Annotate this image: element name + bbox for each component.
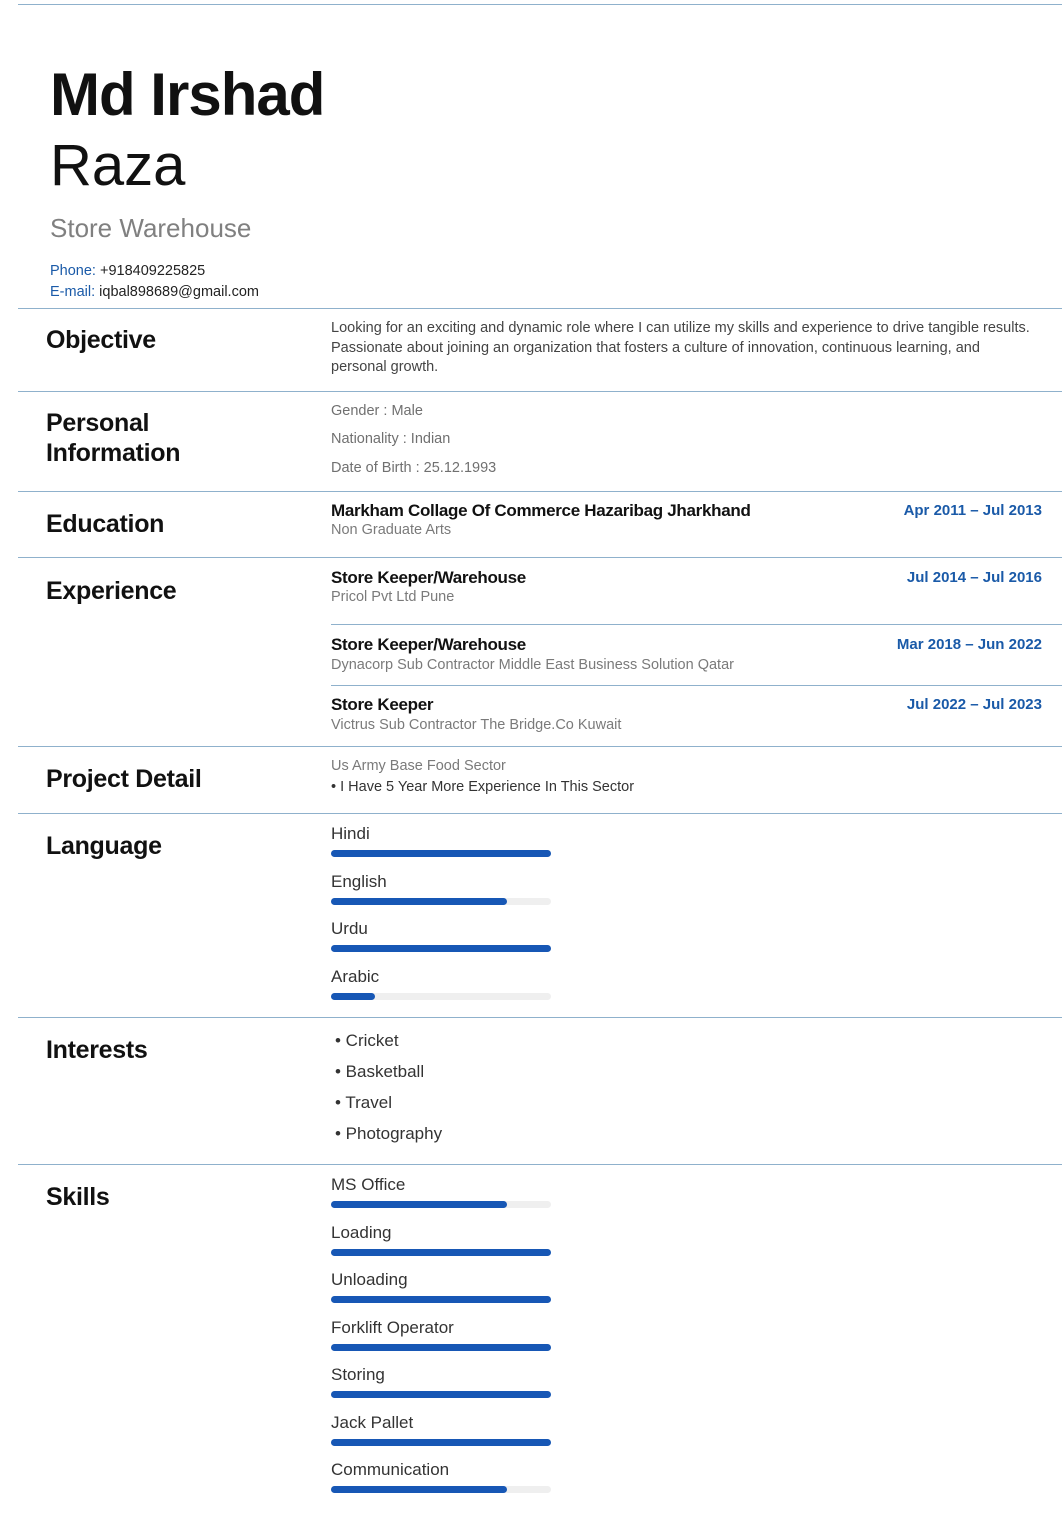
skill-name: Jack Pallet [331,1412,414,1432]
skill-name: MS Office [331,1175,406,1194]
skills-title: Skills [46,1183,110,1211]
interest-item: • Photography [335,1124,443,1143]
experience-company: Victrus Sub Contractor The Bridge.Co Kuw… [331,717,622,733]
gender: Gender : Male [331,403,423,419]
skill-level-fill [331,1486,507,1493]
language-level-fill [331,992,375,1000]
education-dates: Apr 2011 – Jul 2013 [903,502,1042,519]
language-level-bar [331,945,551,952]
name-last: Raza [50,133,186,198]
project-bullet: • I Have 5 Year More Experience In This … [331,779,635,795]
experience-company: Dynacorp Sub Contractor Middle East Busi… [331,657,734,673]
personal-title: Personal Information [46,408,181,468]
language-name: Arabic [331,966,380,986]
skill-name: Forklift Operator [331,1317,454,1337]
nationality: Nationality : Indian [331,431,451,447]
experience-divider [331,685,1062,686]
objective-text: Looking for an exciting and dynamic role… [331,319,1030,378]
section-divider [18,1017,1062,1018]
education-degree: Non Graduate Arts [331,522,452,538]
language-name: English [331,871,387,891]
section-divider [18,1164,1062,1165]
skill-name: Storing [331,1365,385,1384]
experience-divider [331,624,1062,625]
objective-title: Objective [46,326,156,354]
objective-line: personal growth. [331,359,439,375]
email-label: E-mail: [50,284,96,300]
phone-label: Phone: [50,263,96,279]
skill-name: Loading [331,1222,392,1242]
experience-dates: Jul 2022 – Jul 2023 [906,696,1042,713]
interest-item: • Travel [335,1093,392,1112]
experience-dates: Mar 2018 – Jun 2022 [896,636,1042,653]
date-of-birth: Date of Birth : 25.12.1993 [331,460,497,476]
experience-role: Store Keeper/Warehouse [331,635,526,654]
section-divider [18,813,1062,814]
language-level-bar [331,992,551,1000]
experience-title: Experience [46,577,177,605]
personal-title-line: Information [46,439,181,467]
section-divider [18,308,1062,309]
skill-name: Communication [331,1460,450,1479]
objective-line: Looking for an exciting and dynamic role… [331,320,1030,336]
skill-level-fill [331,1296,551,1303]
skill-level-fill [331,1438,551,1446]
skill-name: Unloading [331,1270,408,1289]
name-first: Md Irshad [50,61,325,128]
language-title: Language [46,832,162,860]
experience-role: Store Keeper/Warehouse [331,568,526,587]
skill-level-fill [331,1391,551,1398]
language-level-bar [331,850,551,857]
section-divider [18,391,1062,392]
objective-line: Passionate about joining an organization… [331,339,980,356]
phone-value[interactable]: +918409225825 [100,263,206,279]
skill-level-fill [331,1248,551,1256]
section-divider [18,491,1062,492]
interest-item: • Cricket [335,1031,399,1050]
email-line: E-mail: iqbal898689@gmail.com [50,284,259,300]
project-name: Us Army Base Food Sector [331,758,506,774]
experience-dates: Jul 2014 – Jul 2016 [906,569,1042,586]
personal-title-line: Personal [46,409,150,437]
project-title: Project Detail [46,765,202,793]
section-divider [18,746,1062,747]
skill-level-fill [331,1343,551,1351]
job-title: Store Warehouse [50,213,252,243]
section-divider [18,557,1062,558]
skill-level-bar [331,1438,551,1446]
skill-level-bar [331,1391,551,1398]
top-divider [18,4,1062,5]
experience-company: Pricol Pvt Ltd Pune [331,589,455,605]
language-name: Hindi [331,824,370,843]
language-level-fill [331,945,551,952]
education-school: Markham Collage Of Commerce Hazaribag Jh… [331,501,751,520]
skill-level-bar [331,1296,551,1303]
interest-item: • Basketball [335,1062,425,1081]
language-level-bar [331,897,551,905]
education-title: Education [46,510,165,538]
email-value[interactable]: iqbal898689@gmail.com [99,284,259,300]
skill-level-bar [331,1201,551,1208]
language-name: Urdu [331,919,368,938]
skill-level-fill [331,1201,507,1208]
interests-title: Interests [46,1036,148,1064]
skill-level-bar [331,1248,551,1256]
experience-role: Store Keeper [331,695,434,714]
language-level-fill [331,850,551,857]
language-level-fill [331,897,507,905]
skill-level-bar [331,1486,551,1493]
phone-line: Phone: +918409225825 [50,263,205,279]
skill-level-bar [331,1343,551,1351]
